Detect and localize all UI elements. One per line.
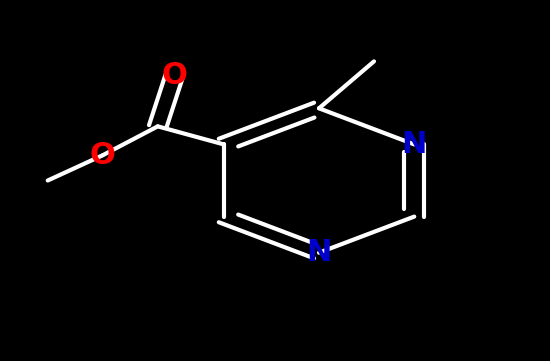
Text: N: N xyxy=(402,130,427,159)
Text: O: O xyxy=(161,61,187,90)
Text: N: N xyxy=(306,238,332,267)
Text: O: O xyxy=(90,141,116,170)
